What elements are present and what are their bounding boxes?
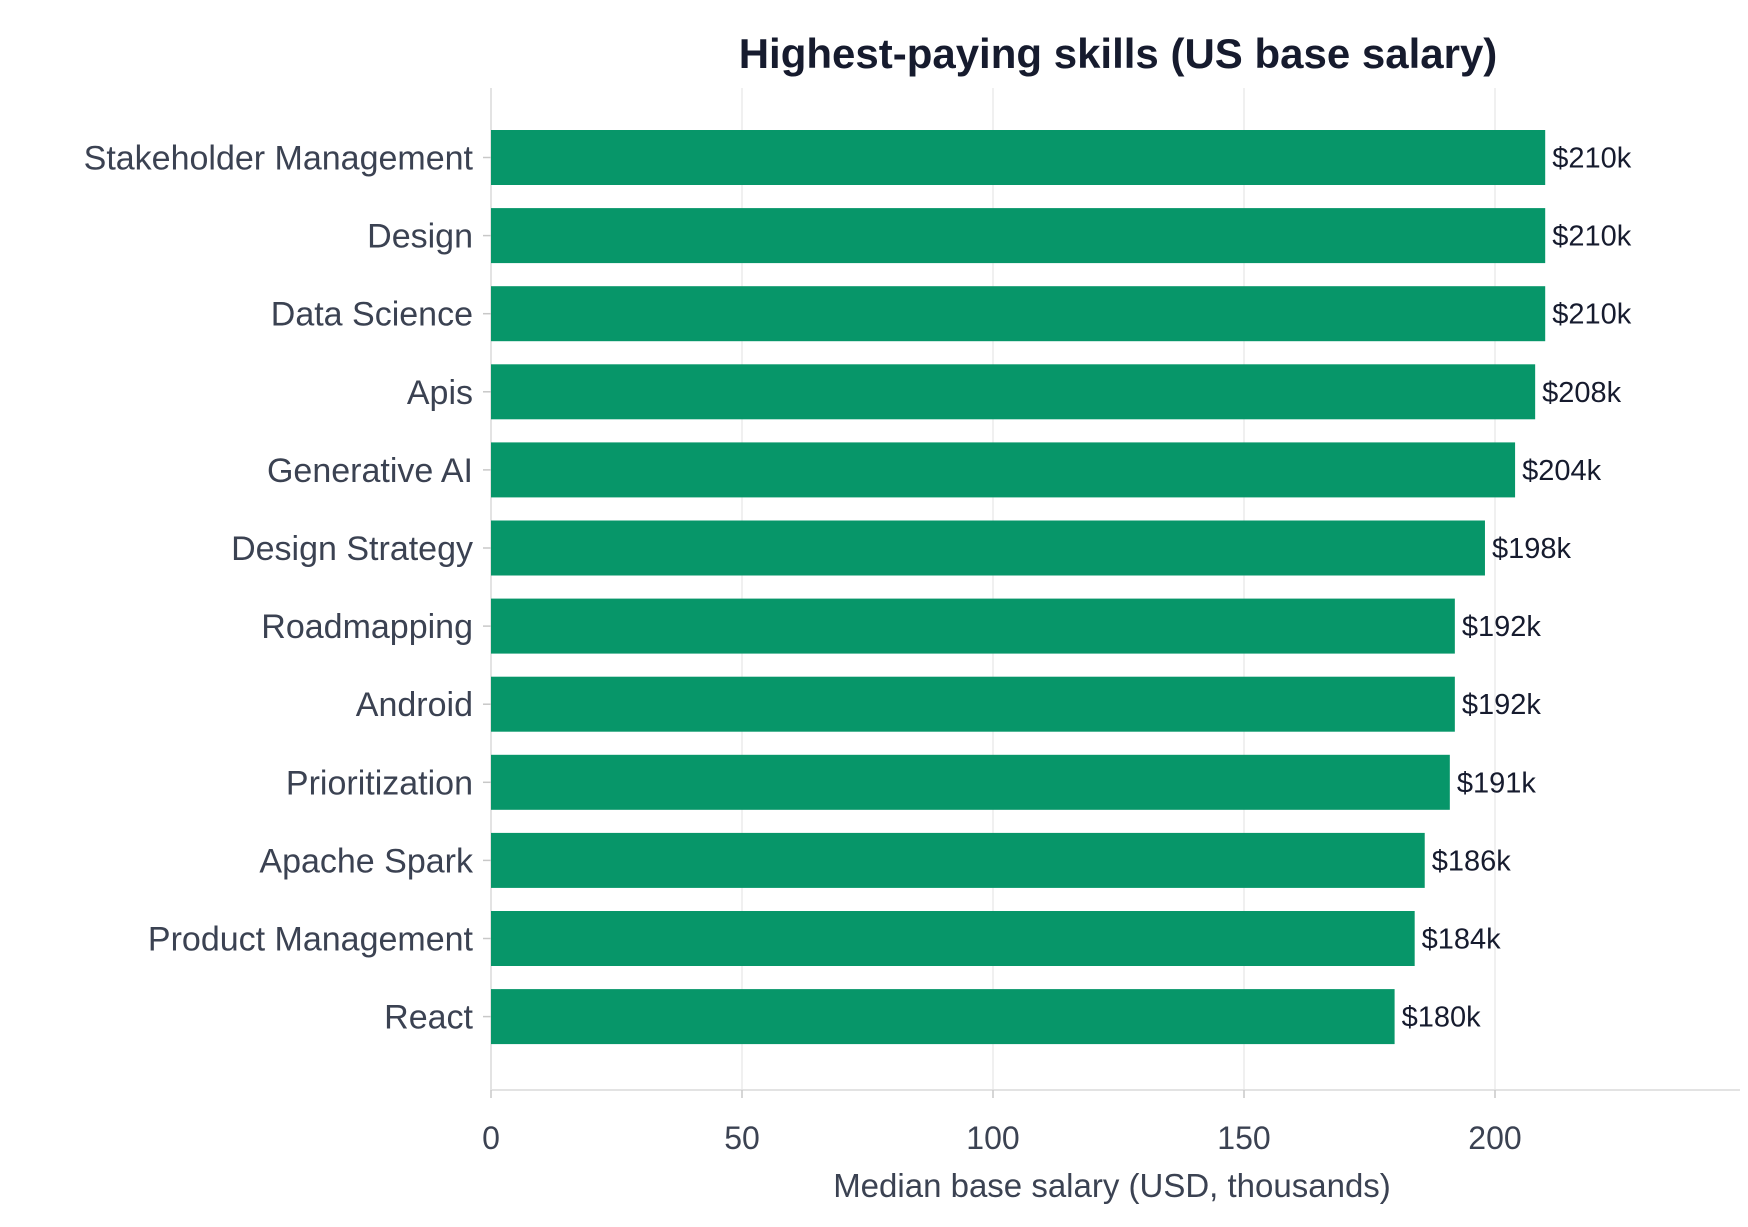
x-ticks: 0 50 100 150 200	[482, 1090, 1522, 1156]
x-axis-title: Median base salary (USD, thousands)	[833, 1167, 1391, 1204]
value-label-data-science: $210k	[1552, 299, 1632, 331]
category-label-apache-spark: Apache Spark	[259, 842, 474, 880]
value-label-apis: $208k	[1542, 377, 1622, 409]
category-labels: Stakeholder Management Design Data Science…	[84, 140, 491, 1037]
x-tick-label-100: 100	[966, 1120, 1019, 1156]
category-label-stakeholder-management: Stakeholder Management	[84, 140, 474, 178]
bar-apache-spark	[491, 832, 1425, 888]
category-label-roadmapping: Roadmapping	[261, 608, 473, 646]
value-label-generative-ai: $204k	[1522, 455, 1602, 487]
x-tick-label-150: 150	[1217, 1120, 1270, 1156]
value-label-design-strategy: $198k	[1492, 533, 1572, 565]
bar-generative-ai	[491, 442, 1516, 498]
x-tick-label-50: 50	[724, 1120, 760, 1156]
category-label-react: React	[384, 999, 473, 1037]
bar-design	[491, 208, 1546, 264]
value-label-product-management: $184k	[1422, 924, 1502, 956]
bar-design-strategy	[491, 520, 1485, 576]
value-label-apache-spark: $186k	[1432, 845, 1512, 877]
value-label-android: $192k	[1462, 689, 1542, 721]
bar-react	[491, 989, 1395, 1045]
category-label-apis: Apis	[407, 374, 473, 412]
category-label-product-management: Product Management	[148, 921, 474, 959]
category-label-design-strategy: Design Strategy	[231, 530, 473, 568]
chart-title: Highest-paying skills (US base salary)	[739, 30, 1498, 77]
bar-roadmapping	[491, 598, 1455, 654]
bar-product-management	[491, 911, 1415, 966]
category-label-generative-ai: Generative AI	[267, 452, 473, 490]
bar-android	[491, 676, 1455, 732]
bar-stakeholder-management	[491, 130, 1546, 185]
value-label-roadmapping: $192k	[1462, 611, 1542, 643]
value-label-stakeholder-management: $210k	[1552, 143, 1632, 175]
x-tick-label-200: 200	[1468, 1120, 1521, 1156]
bars: $210k $210k $210k $208k $204k $198k $192k $192k…	[491, 130, 1632, 1045]
category-label-prioritization: Prioritization	[286, 764, 473, 802]
bar-prioritization	[491, 754, 1450, 810]
category-label-data-science: Data Science	[271, 296, 473, 334]
bar-data-science	[491, 286, 1546, 342]
category-label-android: Android	[356, 686, 473, 724]
value-label-prioritization: $191k	[1457, 767, 1537, 799]
x-tick-label-0: 0	[482, 1120, 500, 1156]
category-label-design: Design	[367, 218, 473, 256]
value-label-design: $210k	[1552, 221, 1632, 253]
bar-apis	[491, 364, 1536, 420]
value-label-react: $180k	[1402, 1002, 1482, 1034]
